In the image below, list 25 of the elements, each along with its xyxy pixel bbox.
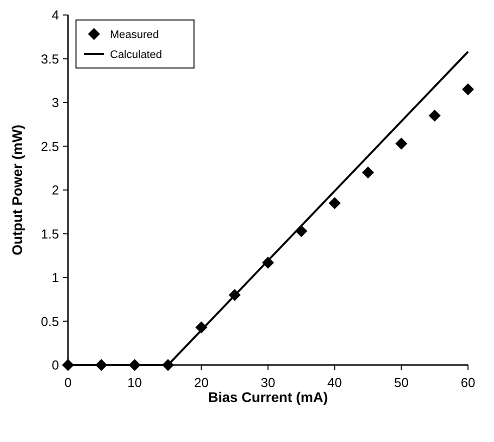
legend-label: Calculated	[110, 49, 162, 61]
y-axis-title: Output Power (mW)	[9, 124, 25, 256]
point	[362, 166, 374, 178]
point	[395, 138, 408, 150]
y-tick-label: 2	[52, 182, 59, 198]
y-tick-label: 4	[52, 8, 59, 22]
y-tick-label: 0.5	[40, 314, 59, 329]
point	[462, 83, 474, 96]
y-tick-label: 1	[52, 270, 59, 285]
x-tick-label: 50	[394, 375, 409, 390]
x-axis-title: Bias Current (mA)	[208, 389, 328, 405]
y-tick-label: 2.5	[40, 138, 59, 154]
x-tick-label: 60	[460, 375, 476, 390]
y-tick-label: 3	[52, 95, 59, 110]
y-tick-label: 0	[52, 358, 59, 372]
point	[428, 110, 441, 122]
x-tick-label: 40	[327, 375, 342, 390]
x-tick-label: 10	[127, 375, 142, 390]
x-tick-label: 0	[64, 375, 72, 390]
x-tick-label: 20	[194, 375, 209, 390]
x-tick-label: 30	[260, 375, 276, 390]
point	[328, 197, 341, 210]
legend-label: Measured	[110, 29, 159, 41]
y-tick-label: 3.5	[40, 51, 59, 66]
y-tick-label: 1.5	[40, 226, 59, 242]
